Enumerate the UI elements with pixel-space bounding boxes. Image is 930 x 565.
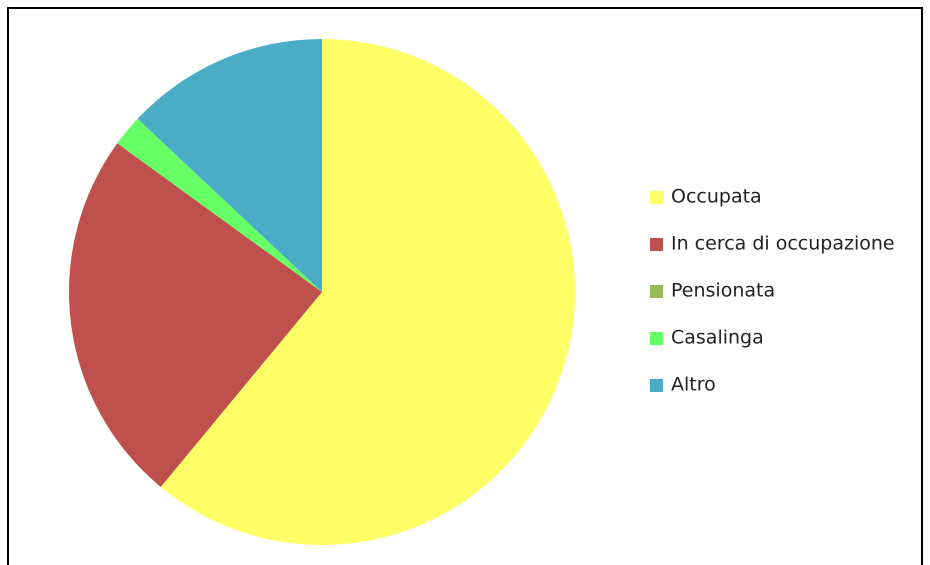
legend-label: Altro: [671, 374, 716, 396]
legend-label: In cerca di occupazione: [671, 233, 895, 255]
pie-slice: [160, 39, 576, 545]
legend-swatch: [650, 332, 663, 345]
legend-label: Casalinga: [671, 327, 764, 349]
pie-slice: [117, 118, 323, 292]
legend-swatch: [650, 238, 663, 251]
legend-swatch: [650, 191, 663, 204]
legend-label: Pensionata: [671, 280, 775, 302]
pie-slice: [137, 39, 322, 292]
pie-slice: [68, 143, 322, 487]
legend-label: Occupata: [671, 186, 762, 208]
legend-swatch: [650, 379, 663, 392]
legend-swatch: [650, 285, 663, 298]
